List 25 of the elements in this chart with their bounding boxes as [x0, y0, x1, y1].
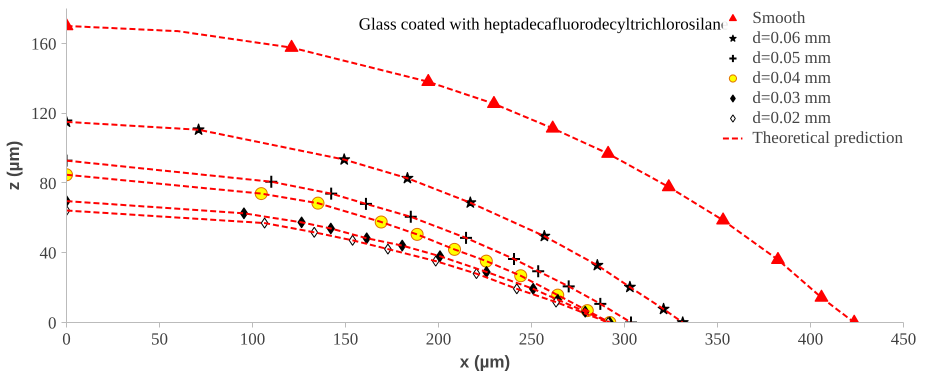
- legend-label: d=0.03 mm: [752, 88, 831, 108]
- legend-label: d=0.04 mm: [752, 68, 831, 88]
- x-tick-label: 350: [704, 330, 730, 348]
- y-tick-label: 160: [31, 34, 56, 54]
- x-tick-label: 400: [798, 330, 824, 348]
- x-tick-label: 200: [426, 330, 452, 348]
- x-tick-label: 100: [240, 330, 266, 348]
- legend-label: Theoretical prediction: [752, 128, 903, 148]
- legend-label: d=0.06 mm: [752, 28, 831, 48]
- x-tick-label: 300: [612, 330, 638, 348]
- chart-title: Glass coated with heptadecafluorodecyltrichlorosilane: [358, 14, 728, 34]
- x-tick-label: 450: [890, 330, 916, 348]
- y-axis-title: z (µm): [4, 140, 23, 190]
- y-tick-label: 0: [48, 314, 56, 332]
- x-tick-label: 0: [62, 330, 71, 348]
- legend-label: d=0.02 mm: [752, 108, 831, 128]
- legend-label: Smooth: [752, 8, 806, 28]
- x-tick-label: 150: [332, 330, 358, 348]
- y-tick-label: 40: [40, 244, 56, 263]
- x-tick-label: 50: [151, 330, 168, 348]
- y-tick-label: 80: [40, 174, 56, 193]
- x-tick-label: 250: [518, 330, 544, 348]
- legend-label: d=0.05 mm: [752, 48, 831, 68]
- x-axis-title: x (µm): [460, 352, 510, 372]
- y-tick-label: 120: [31, 104, 56, 124]
